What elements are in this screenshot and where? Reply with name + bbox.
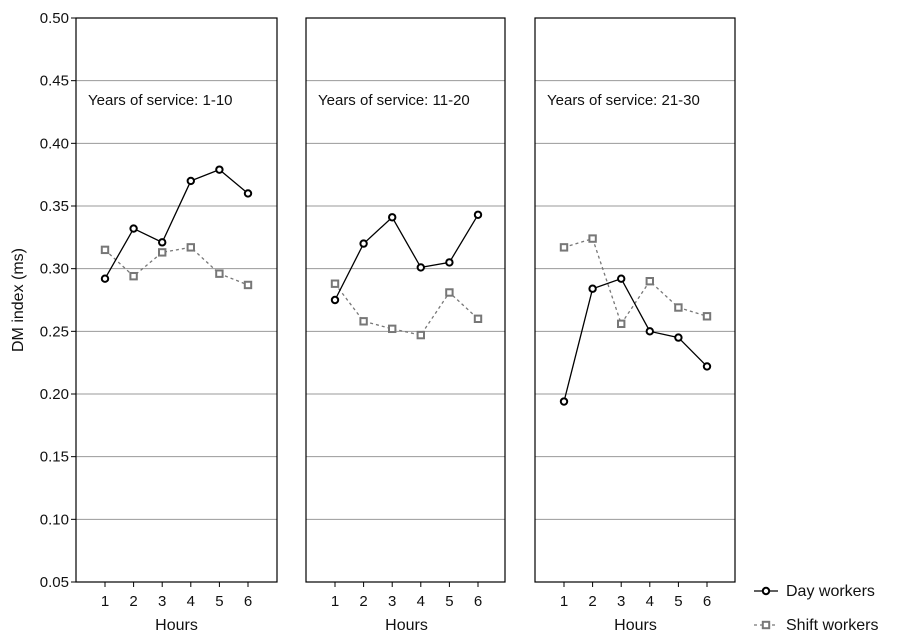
x-tick-label: 3 <box>158 593 166 610</box>
x-tick-label: 4 <box>417 593 425 610</box>
data-point <box>100 274 110 283</box>
data-point <box>158 238 167 247</box>
legend-item-day-workers: Day workers <box>754 583 875 600</box>
series-shift-workers <box>330 279 483 340</box>
y-tick-label: 0.35 <box>40 198 69 215</box>
series-shift-workers <box>559 234 712 329</box>
data-point <box>588 234 597 243</box>
data-point <box>617 319 626 329</box>
data-point <box>359 317 368 326</box>
y-tick-label: 0.40 <box>40 135 69 152</box>
series-shift-workers <box>100 243 253 290</box>
data-point <box>243 189 253 198</box>
data-point <box>617 274 626 283</box>
x-tick-label: 2 <box>359 593 367 610</box>
x-axis-label: Hours <box>614 617 657 634</box>
data-point <box>702 362 712 371</box>
x-tick-label: 3 <box>617 593 625 610</box>
y-tick-label: 0.25 <box>40 323 69 340</box>
y-tick-label: 0.50 <box>40 10 69 27</box>
data-point <box>215 165 224 174</box>
y-tick-label: 0.20 <box>40 386 69 403</box>
x-tick-label: 6 <box>474 593 482 610</box>
y-axis-label: DM index (ms) <box>10 248 27 352</box>
x-tick-label: 6 <box>244 593 252 610</box>
data-point <box>359 239 368 248</box>
data-point <box>445 288 454 297</box>
data-point <box>129 224 138 233</box>
legend-item-shift-workers: Shift workers <box>754 617 878 634</box>
panel-1: 0.05 0.10 0.15 0.20 0.25 0.30 0.35 0.40 0.45 0.50… <box>40 10 278 634</box>
data-point <box>100 245 110 255</box>
x-tick-label: 3 <box>388 593 396 610</box>
x-tick-label: 1 <box>560 593 568 610</box>
data-point <box>215 269 224 278</box>
x-tick-label: 2 <box>588 593 596 610</box>
y-tick-label: 0.30 <box>40 261 69 278</box>
data-point <box>473 210 483 219</box>
data-point <box>559 243 569 252</box>
y-tick-label: 0.10 <box>40 511 69 528</box>
data-point <box>473 314 483 324</box>
series-day-workers <box>559 274 712 406</box>
x-tick-label: 4 <box>646 593 654 610</box>
data-point <box>158 248 167 257</box>
data-point <box>416 330 426 340</box>
panel-frame <box>75 17 278 583</box>
data-point <box>186 243 196 252</box>
data-point <box>559 397 569 406</box>
data-point <box>243 280 253 290</box>
legend-marker <box>761 620 771 630</box>
data-point <box>416 263 425 272</box>
data-point <box>129 271 138 281</box>
panel-3: 1 2 3 4 5 6 Hours Years of service: 21-30 <box>534 17 736 634</box>
series-line <box>563 237 708 326</box>
series-line <box>563 277 708 402</box>
x-tick-label: 6 <box>703 593 711 610</box>
data-point <box>702 312 712 321</box>
panel-title: Years of service: 1-10 <box>88 92 233 109</box>
panels: 0.05 0.10 0.15 0.20 0.25 0.30 0.35 0.40 0.45 0.50… <box>40 10 736 634</box>
x-tick-label: 1 <box>331 593 339 610</box>
data-point <box>445 258 454 267</box>
series-day-workers <box>330 210 483 305</box>
legend: Day workers Shift workers <box>754 583 878 634</box>
data-point <box>186 176 196 186</box>
data-point <box>645 327 654 336</box>
x-axis-label: Hours <box>155 617 198 634</box>
x-tick-label: 5 <box>445 593 453 610</box>
panel-2: 1 2 3 4 5 6 Hours Years of service: 11-20 <box>305 17 506 634</box>
legend-label: Day workers <box>786 583 875 600</box>
data-point <box>674 303 683 312</box>
x-axis-label: Hours <box>385 617 428 634</box>
y-tick-label: 0.45 <box>40 73 69 90</box>
x-tick-label: 4 <box>187 593 195 610</box>
panel-title: Years of service: 11-20 <box>318 92 470 109</box>
data-point <box>330 279 340 288</box>
data-point <box>330 295 340 305</box>
x-tick-label: 1 <box>101 593 109 610</box>
series-line <box>334 283 479 336</box>
y-tick-label: 0.05 <box>40 574 69 591</box>
data-point <box>645 277 654 286</box>
panel-title: Years of service: 21-30 <box>547 92 700 109</box>
series-day-workers <box>100 165 253 283</box>
series-line <box>104 246 249 286</box>
data-point <box>674 333 683 342</box>
series-line <box>334 214 479 301</box>
x-tick-label: 2 <box>129 593 137 610</box>
data-point <box>388 324 397 334</box>
y-tick-label: 0.15 <box>40 449 69 466</box>
legend-label: Shift workers <box>786 617 878 634</box>
panel-frame <box>534 17 736 583</box>
x-tick-label: 5 <box>674 593 682 610</box>
series-line <box>104 168 249 280</box>
data-point <box>388 213 397 222</box>
legend-marker <box>761 586 771 596</box>
panel-frame <box>305 17 506 583</box>
x-tick-label: 5 <box>215 593 223 610</box>
data-point <box>588 284 597 293</box>
